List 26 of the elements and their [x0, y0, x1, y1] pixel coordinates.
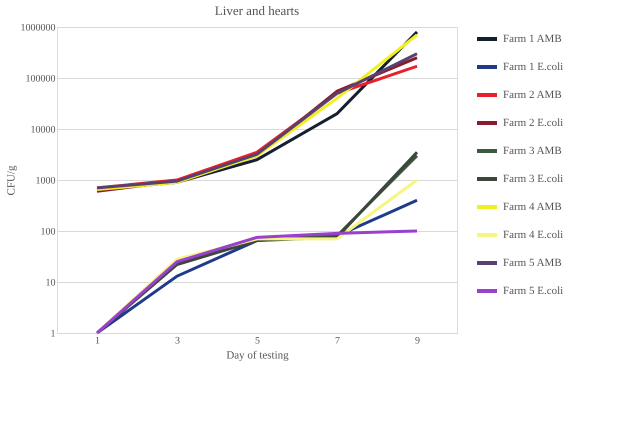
legend-label: Farm 2 E.coli	[503, 117, 564, 129]
y-tick-label: 1	[50, 328, 56, 340]
y-axis-title: CFU/g	[6, 165, 18, 196]
legend-label: Farm 4 AMB	[503, 201, 562, 213]
legend-label: Farm 3 E.coli	[503, 173, 564, 185]
y-tick-label: 100	[40, 226, 56, 238]
y-tick-label: 100000	[26, 74, 56, 84]
y-tick-label: 1000	[36, 176, 56, 186]
y-tick-label: 1000000	[20, 22, 56, 34]
y-tick-label: 10	[46, 278, 56, 288]
x-axis-title: Day of testing	[226, 350, 290, 362]
y-tick-label: 10000	[30, 124, 56, 136]
legend-label: Farm 4 E.coli	[503, 229, 564, 241]
legend-label: Farm 5 AMB	[503, 257, 562, 269]
legend-label: Farm 2 AMB	[503, 89, 562, 101]
legend-label: Farm 1 AMB	[503, 33, 562, 45]
x-tick-label: 1	[95, 336, 100, 346]
x-tick-label: 5	[255, 336, 260, 346]
chart-title: Liver and hearts	[214, 3, 300, 18]
x-tick-label: 9	[415, 336, 420, 346]
legend-label: Farm 1 E.coli	[503, 61, 564, 73]
line-series	[96, 230, 418, 334]
legend-label: Farm 5 E.coli	[503, 285, 564, 297]
x-tick-label: 7	[335, 336, 340, 346]
x-tick-label: 3	[175, 336, 180, 346]
legend-label: Farm 3 AMB	[503, 145, 562, 157]
